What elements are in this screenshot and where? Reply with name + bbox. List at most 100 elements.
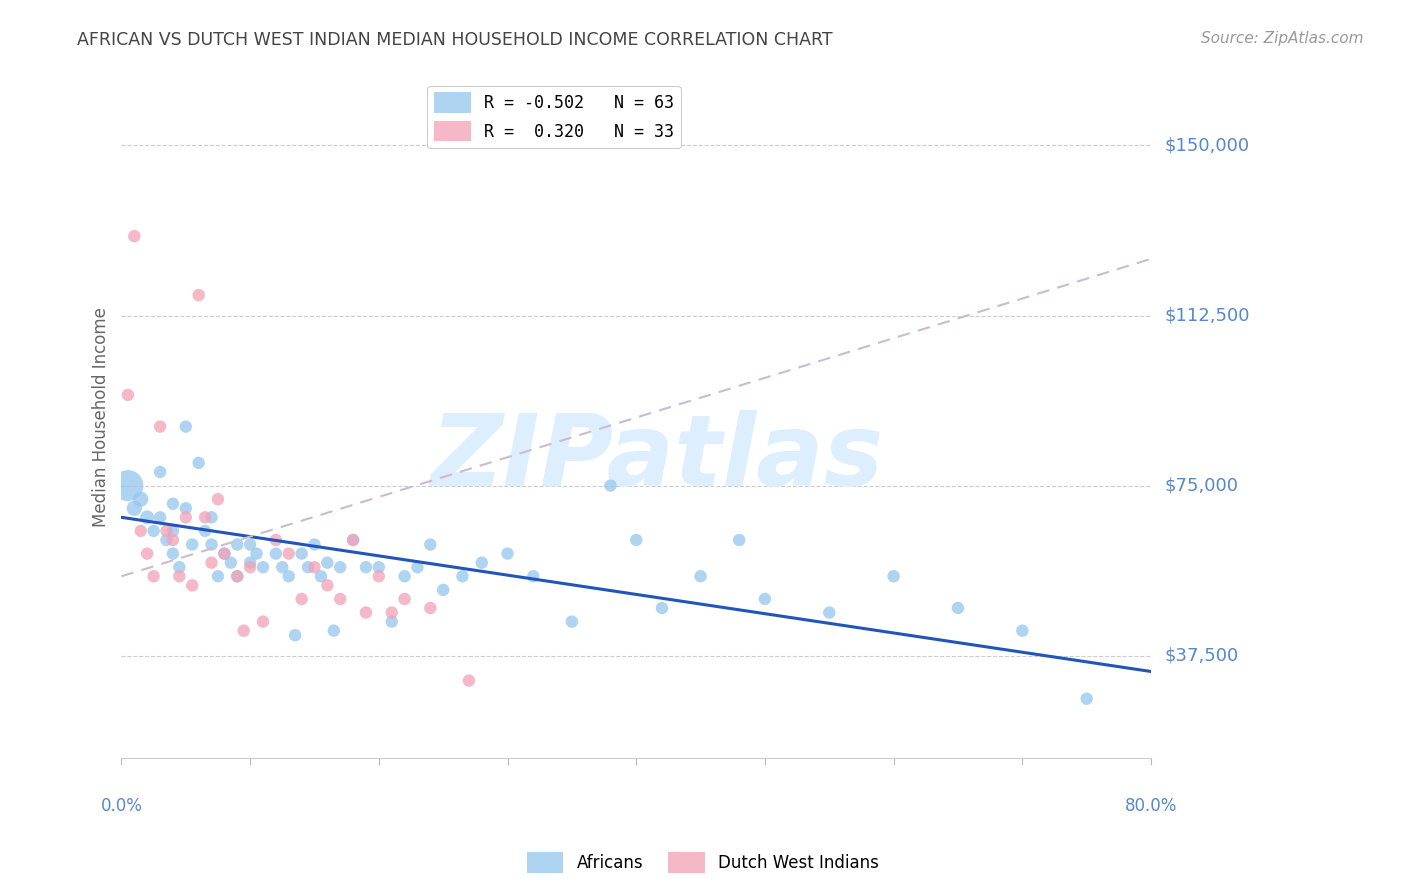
Point xyxy=(1011,624,1033,638)
Legend: Africans, Dutch West Indians: Africans, Dutch West Indians xyxy=(520,846,886,880)
Point xyxy=(458,673,481,688)
Point xyxy=(129,492,152,507)
Point xyxy=(291,547,314,561)
Point xyxy=(394,591,416,606)
Point xyxy=(651,601,673,615)
Point xyxy=(136,510,159,524)
Point xyxy=(316,578,339,592)
Point xyxy=(232,624,254,638)
Point xyxy=(367,569,389,583)
Point xyxy=(226,569,249,583)
Point xyxy=(149,510,172,524)
Point xyxy=(284,628,307,642)
Point xyxy=(304,560,326,574)
Point xyxy=(264,533,287,547)
Point xyxy=(155,524,177,538)
Point xyxy=(252,615,274,629)
Point xyxy=(200,556,222,570)
Point xyxy=(117,388,139,402)
Point xyxy=(354,560,377,574)
Point xyxy=(226,569,249,583)
Point xyxy=(194,510,217,524)
Point xyxy=(946,601,969,615)
Point xyxy=(174,419,197,434)
Point xyxy=(207,569,229,583)
Point xyxy=(406,560,429,574)
Point xyxy=(124,229,146,244)
Point xyxy=(136,547,159,561)
Point xyxy=(471,556,494,570)
Point xyxy=(297,560,319,574)
Point xyxy=(329,591,352,606)
Point xyxy=(291,591,314,606)
Text: $150,000: $150,000 xyxy=(1166,136,1250,154)
Point xyxy=(381,606,404,620)
Point xyxy=(522,569,544,583)
Point xyxy=(207,492,229,507)
Point xyxy=(162,524,184,538)
Point xyxy=(187,288,209,302)
Point xyxy=(322,624,344,638)
Point xyxy=(561,615,583,629)
Point xyxy=(239,560,262,574)
Point xyxy=(239,537,262,551)
Point xyxy=(181,537,204,551)
Legend: R = -0.502   N = 63, R =  0.320   N = 33: R = -0.502 N = 63, R = 0.320 N = 33 xyxy=(427,86,681,148)
Point xyxy=(277,547,299,561)
Point xyxy=(162,547,184,561)
Point xyxy=(239,556,262,570)
Point xyxy=(162,533,184,547)
Point xyxy=(264,547,287,561)
Point xyxy=(169,560,191,574)
Point xyxy=(419,537,441,551)
Point xyxy=(626,533,648,547)
Text: $112,500: $112,500 xyxy=(1166,307,1250,325)
Text: Source: ZipAtlas.com: Source: ZipAtlas.com xyxy=(1201,31,1364,46)
Point xyxy=(174,501,197,516)
Point xyxy=(271,560,294,574)
Point xyxy=(367,560,389,574)
Point xyxy=(214,547,236,561)
Point xyxy=(432,582,454,597)
Point xyxy=(155,533,177,547)
Text: $37,500: $37,500 xyxy=(1166,647,1239,665)
Point xyxy=(142,569,165,583)
Text: 80.0%: 80.0% xyxy=(1125,797,1177,814)
Point xyxy=(142,524,165,538)
Point xyxy=(316,556,339,570)
Point xyxy=(883,569,905,583)
Point xyxy=(214,547,236,561)
Point xyxy=(419,601,441,615)
Point xyxy=(117,478,139,492)
Point xyxy=(181,578,204,592)
Point xyxy=(245,547,267,561)
Point xyxy=(1076,691,1098,706)
Point xyxy=(169,569,191,583)
Text: AFRICAN VS DUTCH WEST INDIAN MEDIAN HOUSEHOLD INCOME CORRELATION CHART: AFRICAN VS DUTCH WEST INDIAN MEDIAN HOUS… xyxy=(77,31,832,49)
Point xyxy=(174,510,197,524)
Y-axis label: Median Household Income: Median Household Income xyxy=(93,308,110,527)
Point xyxy=(124,501,146,516)
Point xyxy=(162,497,184,511)
Point xyxy=(149,465,172,479)
Point xyxy=(200,537,222,551)
Point xyxy=(187,456,209,470)
Point xyxy=(194,524,217,538)
Point xyxy=(754,591,776,606)
Text: ZIPatlas: ZIPatlas xyxy=(430,409,883,507)
Point xyxy=(354,606,377,620)
Point xyxy=(226,537,249,551)
Point xyxy=(599,478,621,492)
Point xyxy=(149,419,172,434)
Point xyxy=(219,556,242,570)
Point xyxy=(381,615,404,629)
Text: 0.0%: 0.0% xyxy=(100,797,142,814)
Point xyxy=(342,533,364,547)
Point xyxy=(252,560,274,574)
Point xyxy=(309,569,332,583)
Point xyxy=(329,560,352,574)
Point xyxy=(200,510,222,524)
Point xyxy=(818,606,841,620)
Text: $75,000: $75,000 xyxy=(1166,476,1239,494)
Point xyxy=(304,537,326,551)
